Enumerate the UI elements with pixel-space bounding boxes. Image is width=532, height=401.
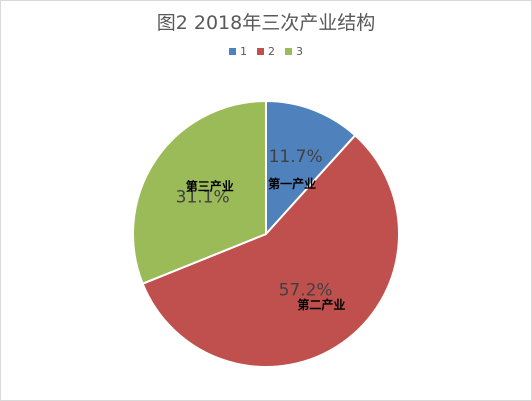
data-label-2: 57.2% — [279, 281, 333, 301]
legend-swatch-1 — [229, 48, 236, 55]
pie-slice-2 — [141, 133, 400, 368]
pie-slice-1 — [265, 99, 357, 237]
legend: 1 2 3 — [0, 45, 532, 58]
legend-item-2: 2 — [257, 45, 275, 58]
category-label-2: 第二产业 — [297, 297, 345, 312]
category-label-1: 第一产业 — [268, 176, 316, 191]
category-label-3: 第三产业 — [186, 179, 234, 194]
legend-label-3: 3 — [296, 45, 303, 58]
chart-title: 图2 2018年三次产业结构 — [156, 12, 376, 34]
legend-label-2: 2 — [268, 45, 275, 58]
legend-label-1: 1 — [240, 45, 247, 58]
legend-swatch-2 — [257, 48, 264, 55]
legend-swatch-3 — [285, 48, 292, 55]
data-label-1: 11.7% — [269, 147, 323, 167]
pie-slice-3 — [132, 99, 267, 286]
legend-item-3: 3 — [285, 45, 303, 58]
data-label-3: 31.1% — [176, 187, 230, 207]
legend-item-1: 1 — [229, 45, 247, 58]
